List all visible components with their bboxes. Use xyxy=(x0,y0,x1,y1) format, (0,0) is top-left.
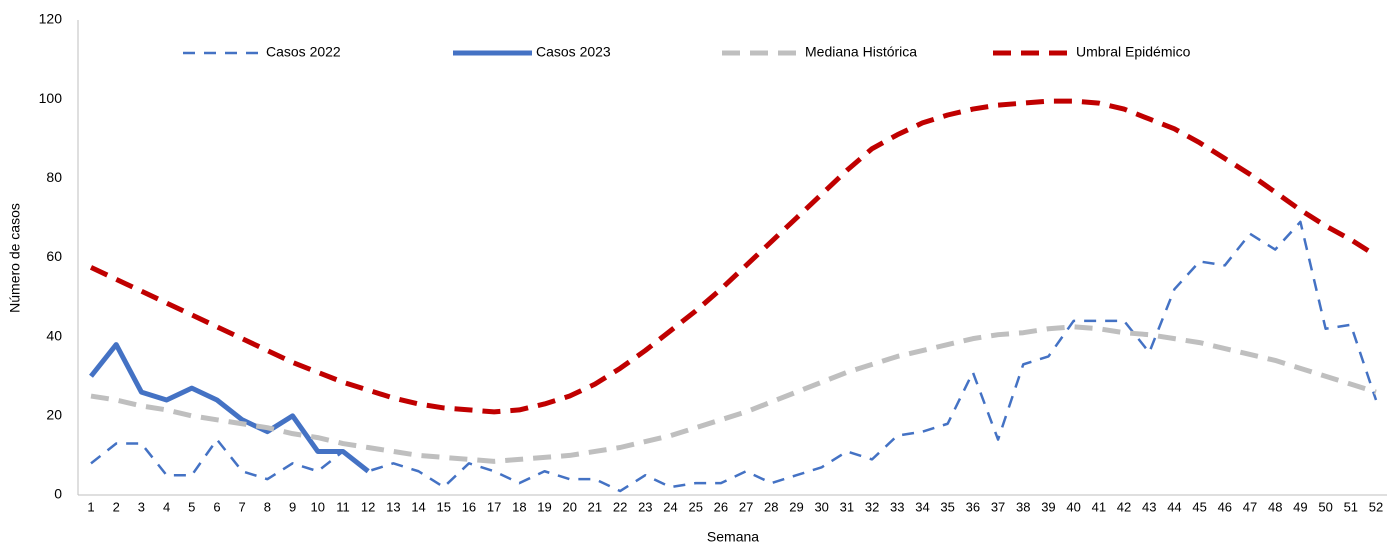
x-tick-label: 7 xyxy=(239,499,246,514)
x-tick-label: 32 xyxy=(865,499,879,514)
x-tick-label: 19 xyxy=(537,499,551,514)
x-tick-label: 41 xyxy=(1092,499,1106,514)
x-tick-label: 46 xyxy=(1218,499,1232,514)
x-tick-label: 42 xyxy=(1117,499,1131,514)
x-tick-label: 17 xyxy=(487,499,501,514)
y-axis-label: Número de casos xyxy=(7,203,23,313)
y-tick-label: 80 xyxy=(46,169,62,185)
x-tick-label: 23 xyxy=(638,499,652,514)
x-tick-label: 12 xyxy=(361,499,375,514)
x-tick-label: 10 xyxy=(311,499,325,514)
y-tick-label: 120 xyxy=(39,11,63,27)
series-line xyxy=(90,324,1377,464)
x-tick-label: 5 xyxy=(188,499,195,514)
legend-label: Casos 2023 xyxy=(536,44,611,60)
x-tick-label: 36 xyxy=(966,499,980,514)
x-tick-label: 13 xyxy=(386,499,400,514)
x-tick-label: 18 xyxy=(512,499,526,514)
x-tick-label: 43 xyxy=(1142,499,1156,514)
x-tick-label: 4 xyxy=(163,499,170,514)
series-line xyxy=(89,98,1378,415)
x-tick-label: 6 xyxy=(213,499,220,514)
x-tick-label: 52 xyxy=(1369,499,1383,514)
x-tick-label: 1 xyxy=(87,499,94,514)
x-tick-label: 44 xyxy=(1167,499,1181,514)
x-tick-label: 38 xyxy=(1016,499,1030,514)
x-tick-label: 48 xyxy=(1268,499,1282,514)
x-tick-label: 47 xyxy=(1243,499,1257,514)
legend-label: Mediana Histórica xyxy=(805,44,917,60)
x-tick-label: 16 xyxy=(462,499,476,514)
x-tick-label: 11 xyxy=(336,499,350,514)
x-tick-label: 45 xyxy=(1192,499,1206,514)
x-tick-label: 29 xyxy=(789,499,803,514)
y-tick-label: 60 xyxy=(46,248,62,264)
x-tick-label: 28 xyxy=(764,499,778,514)
y-tick-label: 100 xyxy=(39,90,63,106)
x-tick-label: 3 xyxy=(138,499,145,514)
x-tick-label: 30 xyxy=(814,499,828,514)
x-axis-label: Semana xyxy=(707,529,759,545)
series-line xyxy=(89,342,370,474)
x-tick-label: 24 xyxy=(663,499,677,514)
x-tick-label: 51 xyxy=(1344,499,1358,514)
x-tick-label: 34 xyxy=(915,499,929,514)
x-tick-label: 2 xyxy=(113,499,120,514)
x-tick-label: 9 xyxy=(289,499,296,514)
x-tick-label: 40 xyxy=(1066,499,1080,514)
y-tick-label: 40 xyxy=(46,327,62,343)
x-tick-label: 31 xyxy=(840,499,854,514)
x-tick-label: 15 xyxy=(437,499,451,514)
x-tick-label: 26 xyxy=(714,499,728,514)
legend-label: Casos 2022 xyxy=(266,44,341,60)
x-tick-label: 50 xyxy=(1318,499,1332,514)
y-tick-label: 20 xyxy=(46,407,62,423)
x-tick-label: 14 xyxy=(411,499,425,514)
x-tick-label: 21 xyxy=(588,499,602,514)
series-line xyxy=(90,220,1378,493)
x-tick-label: 27 xyxy=(739,499,753,514)
x-tick-label: 35 xyxy=(940,499,954,514)
legend-label: Umbral Epidémico xyxy=(1076,44,1191,60)
x-tick-label: 8 xyxy=(264,499,271,514)
x-tick-label: 20 xyxy=(562,499,576,514)
x-tick-label: 37 xyxy=(991,499,1005,514)
y-tick-label: 0 xyxy=(54,486,62,502)
x-tick-label: 33 xyxy=(890,499,904,514)
x-tick-label: 39 xyxy=(1041,499,1055,514)
x-tick-label: 25 xyxy=(688,499,702,514)
x-tick-label: 49 xyxy=(1293,499,1307,514)
x-tick-label: 22 xyxy=(613,499,627,514)
